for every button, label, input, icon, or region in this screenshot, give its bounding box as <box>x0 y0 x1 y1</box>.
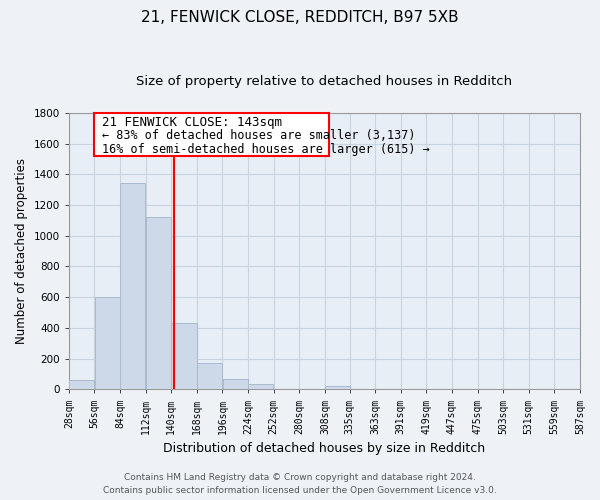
X-axis label: Distribution of detached houses by size in Redditch: Distribution of detached houses by size … <box>163 442 485 455</box>
Bar <box>69 380 94 390</box>
Bar <box>146 218 171 390</box>
Y-axis label: Number of detached properties: Number of detached properties <box>15 158 28 344</box>
Text: 16% of semi-detached houses are larger (615) →: 16% of semi-detached houses are larger (… <box>102 142 430 156</box>
Text: ← 83% of detached houses are smaller (3,137): ← 83% of detached houses are smaller (3,… <box>102 130 415 142</box>
Text: Contains HM Land Registry data © Crown copyright and database right 2024.
Contai: Contains HM Land Registry data © Crown c… <box>103 473 497 495</box>
Bar <box>95 297 120 390</box>
Bar <box>94 113 329 156</box>
Bar <box>172 324 197 390</box>
Text: 21 FENWICK CLOSE: 143sqm: 21 FENWICK CLOSE: 143sqm <box>102 116 282 129</box>
Bar <box>120 184 145 390</box>
Bar <box>325 386 350 390</box>
Title: Size of property relative to detached houses in Redditch: Size of property relative to detached ho… <box>136 75 512 88</box>
Text: 21, FENWICK CLOSE, REDDITCH, B97 5XB: 21, FENWICK CLOSE, REDDITCH, B97 5XB <box>141 10 459 25</box>
Bar <box>223 380 248 390</box>
Bar <box>248 384 274 390</box>
Bar <box>197 364 222 390</box>
